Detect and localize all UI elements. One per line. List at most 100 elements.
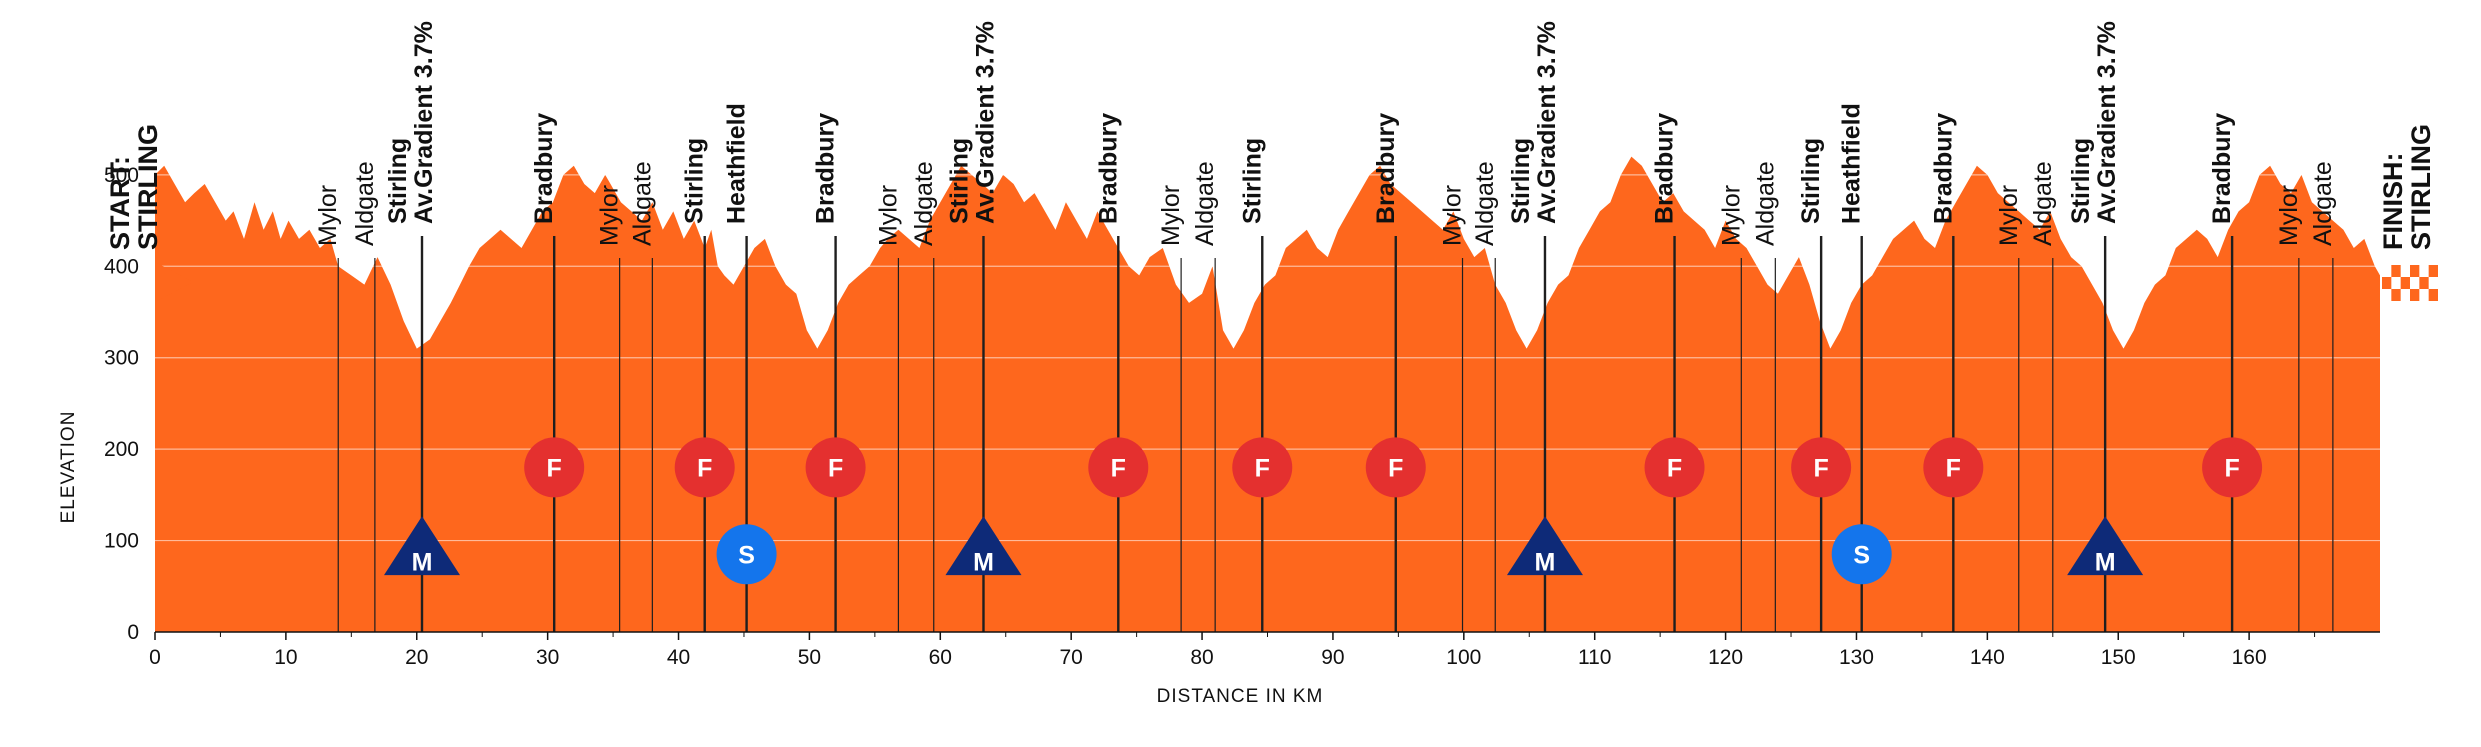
- x-tick-label: 70: [1059, 646, 1082, 669]
- sprint-badge-label: F: [1667, 454, 1682, 482]
- marker-label-5: Aldgate: [628, 161, 656, 246]
- kom-badge-icon: [1506, 516, 1583, 576]
- x-tick-label: 20: [405, 646, 428, 669]
- y-tick-label: 100: [104, 530, 139, 553]
- finish-flag-cell: [2382, 289, 2392, 301]
- x-tick-label: 110: [1578, 646, 1611, 669]
- kom-badge-label: M: [1535, 548, 1556, 576]
- marker-label-0: Mylor: [314, 185, 342, 246]
- finish-flag-cell: [2391, 277, 2401, 289]
- marker-label-4: Mylor: [596, 185, 624, 246]
- marker-label-11: Stirling: [945, 138, 973, 224]
- marker-label-26: Mylor: [1995, 185, 2023, 246]
- finish-label-line1: FINISH:: [2378, 153, 2408, 251]
- y-tick-label: 0: [127, 621, 139, 644]
- marker-label-21: Mylor: [1717, 185, 1745, 246]
- x-tick-label: 140: [1970, 646, 2005, 669]
- marker-label2-19: Av.Gradient 3.7%: [1533, 21, 1561, 224]
- marker-label-10: Aldgate: [910, 161, 938, 246]
- sprint-badge-icon: [1365, 437, 1426, 498]
- sprint-badge-label: F: [1111, 454, 1126, 482]
- sprint-badge-label: F: [697, 454, 712, 482]
- x-tick-label: 0: [149, 646, 161, 669]
- sprint-badge-icon: [524, 437, 585, 498]
- marker-label-17: Mylor: [1439, 185, 1467, 246]
- badge-layer: M F F S F M F F F M F F S F M F: [384, 437, 2263, 585]
- marker-label-28: Stirling: [2067, 138, 2095, 224]
- marker-label-31: Aldgate: [2309, 161, 2337, 246]
- marker-label2-28: Av.Gradient 3.7%: [2093, 21, 2121, 224]
- finish-flag-cell: [2419, 289, 2429, 301]
- x-tick-label: 40: [667, 646, 690, 669]
- elevation-area: [155, 156, 2380, 632]
- x-tick-label: 130: [1839, 646, 1874, 669]
- x-tick-label: 100: [1446, 646, 1481, 669]
- finish-flag-cell: [2382, 265, 2392, 277]
- profile-layer: [155, 156, 2380, 632]
- x-tick-label: 150: [2101, 646, 2136, 669]
- marker-label-15: Stirling: [1238, 138, 1266, 224]
- marker-label2-11: Av.Gradient 3.7%: [971, 21, 999, 224]
- intermediate-sprint-badge-label: S: [1853, 541, 1870, 569]
- start-flag-icon: [155, 262, 193, 302]
- finish-flag-cell: [2400, 265, 2410, 277]
- marker-label-6: Stirling: [681, 138, 709, 224]
- marker-label-16: Bradbury: [1372, 113, 1400, 224]
- marker-label-2: Stirling: [384, 138, 412, 224]
- sprint-badge-icon: [1232, 437, 1293, 498]
- finish-flag-cell: [2419, 265, 2429, 277]
- kom-badge-icon: [384, 516, 460, 576]
- start-label-line1: START:: [105, 156, 135, 250]
- sprint-badge-icon: [805, 437, 866, 498]
- finish-flag-cell: [2410, 277, 2420, 289]
- x-axis-title: DISTANCE IN KM: [1157, 686, 1324, 707]
- sprint-badge-icon: [674, 437, 735, 498]
- finish-flag-cell: [2428, 277, 2438, 289]
- sprint-badge-icon: [1923, 437, 1984, 498]
- sprint-badge-label: F: [1813, 454, 1828, 482]
- y-axis-title: ELEVATION: [58, 411, 79, 524]
- marker-label-29: Bradbury: [2208, 113, 2236, 224]
- marker-label-1: Aldgate: [351, 161, 379, 246]
- y-tick-label: 400: [104, 255, 139, 278]
- marker-label-23: Stirling: [1797, 138, 1825, 224]
- x-tick-label: 90: [1321, 646, 1344, 669]
- gridline-layer: [155, 174, 2380, 542]
- sprint-badge-icon: [1088, 437, 1149, 498]
- marker-label-19: Stirling: [1507, 138, 1535, 224]
- marker-label-7: Heathfield: [723, 103, 751, 224]
- marker-label-20: Bradbury: [1651, 113, 1679, 224]
- sprint-badge-label: F: [1946, 454, 1961, 482]
- sprint-badge-label: F: [547, 454, 562, 482]
- sprint-badge-label: F: [2224, 454, 2239, 482]
- marker-label-9: Mylor: [874, 185, 902, 246]
- x-tick-label: 60: [929, 646, 952, 669]
- sprint-badge-label: F: [1388, 454, 1403, 482]
- x-tick-label: 80: [1190, 646, 1213, 669]
- kom-badge-label: M: [2095, 548, 2116, 576]
- axis-layer: 0 10 20 30 40 50 60 70 80 90 100 110 120 130 140 150 160…: [104, 164, 2380, 669]
- marker-label-12: Bradbury: [1094, 113, 1122, 224]
- kom-badge-label: M: [412, 548, 433, 576]
- marker-label-30: Mylor: [2275, 185, 2303, 246]
- kom-badge-label: M: [973, 548, 994, 576]
- marker-label-24: Heathfield: [1838, 103, 1866, 224]
- y-tick-label: 500: [104, 164, 139, 187]
- sprint-badge-label: F: [1255, 454, 1270, 482]
- marker-label-13: Mylor: [1157, 185, 1185, 246]
- endpoint-layer: START:STIRLING FINISH:STIRLING: [105, 124, 2438, 302]
- marker-label-25: Bradbury: [1929, 113, 1957, 224]
- kom-badge-icon: [2067, 516, 2144, 576]
- x-tick-label: 30: [536, 646, 559, 669]
- x-tick-label: 160: [2232, 646, 2267, 669]
- marker-label-27: Aldgate: [2029, 161, 2057, 246]
- sprint-badge-icon: [1791, 437, 1852, 498]
- y-tick-label: 200: [104, 438, 139, 461]
- finish-label-line2: STIRLING: [2406, 124, 2436, 250]
- intermediate-sprint-badge-label: S: [738, 541, 755, 569]
- marker-label-14: Aldgate: [1191, 161, 1219, 246]
- kom-badge-icon: [945, 516, 1022, 576]
